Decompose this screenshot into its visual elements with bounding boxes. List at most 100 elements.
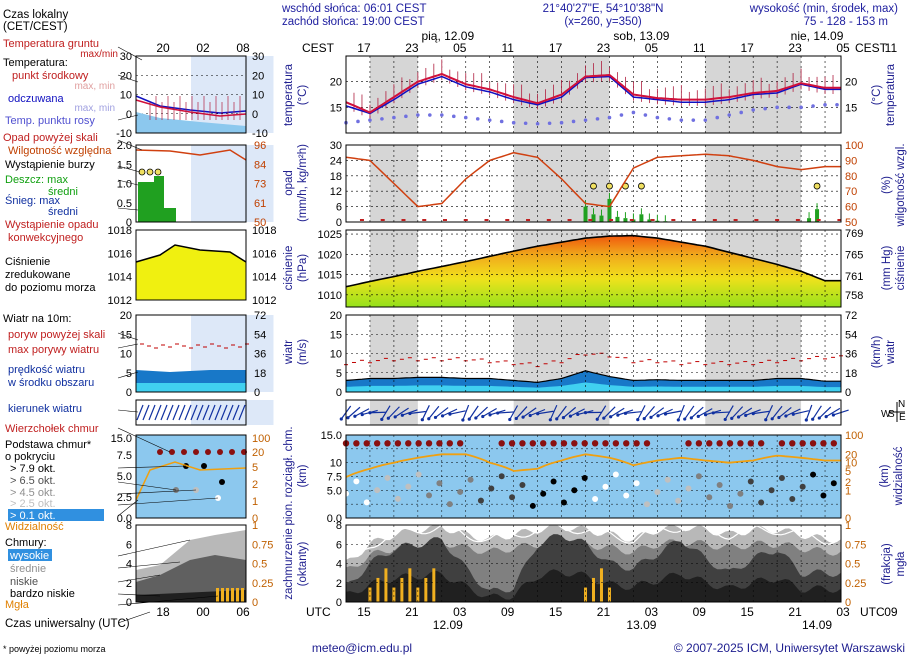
wind-arrow xyxy=(637,405,646,420)
legend-humidity: Wilgotność względna xyxy=(8,145,112,157)
legend-wind-arrow xyxy=(208,404,216,421)
cloud-base-dot xyxy=(540,490,547,497)
utc-tick: 03 xyxy=(645,605,659,619)
legend-pointer xyxy=(117,611,151,624)
visibility-line xyxy=(345,453,841,478)
legend-okt-79: > 7.9 okt. xyxy=(10,463,56,475)
cloud-base-dot xyxy=(654,488,661,495)
dewpoint-dot xyxy=(535,121,540,126)
legend-fog-bar xyxy=(221,588,224,602)
legend-pressure-3: do poziomu morza xyxy=(5,282,96,294)
wind-arrow xyxy=(610,407,625,418)
legend-cloud-top-dot xyxy=(193,449,199,455)
wind-arrow-head xyxy=(561,416,566,420)
cloud-base-dot xyxy=(509,494,516,501)
legend-high: wysokie xyxy=(9,550,49,562)
legend-precip-tick: 0 xyxy=(126,217,132,229)
dewpoint-dot xyxy=(751,108,755,112)
legend-pointer xyxy=(117,574,161,583)
wind-arrow-head xyxy=(616,413,620,417)
cover-ytick: 4 xyxy=(336,559,342,571)
legend-wind-title: Wiatr na 10m: xyxy=(3,313,71,325)
wind-arrow xyxy=(643,405,655,420)
cest-label-left: CEST xyxy=(302,41,335,55)
wind-arrow-head xyxy=(521,415,525,419)
wind-arrow xyxy=(428,405,440,420)
wind-arrow xyxy=(684,405,695,420)
cloud-top-dot xyxy=(623,440,630,447)
legend-visibility-tick: 1 xyxy=(252,496,258,508)
legend-pointer xyxy=(117,481,177,491)
wind-arrow xyxy=(805,404,813,421)
dewpoint-dot xyxy=(643,113,648,117)
wind-arrow-head xyxy=(393,415,397,419)
wind-arrow-head xyxy=(448,412,452,416)
legend-pressure-tick-right: 1018 xyxy=(252,225,276,237)
wind-axis-title: wiatr xyxy=(283,340,295,365)
dewpoint-dot xyxy=(775,105,779,110)
wind-legend-frame xyxy=(135,314,247,393)
humidity-axis-title: wilgotność wzgl. xyxy=(895,143,907,227)
pressure-ytick: 1025 xyxy=(318,229,342,241)
wind-arrow xyxy=(778,406,792,419)
cloud-top-dot xyxy=(726,440,734,447)
wind-arrow-head xyxy=(583,411,588,415)
legend-high-bg xyxy=(8,549,52,561)
legend-storm: Wystąpienie burzy xyxy=(5,159,95,171)
sunrise-text: wschód słońca: 06:01 CEST xyxy=(281,3,426,15)
utc-tick: 21 xyxy=(788,605,802,619)
legend-okt-45: > 4.5 okt. xyxy=(10,487,56,499)
feels-like-line xyxy=(345,75,841,115)
day-label: pią, 12.09 xyxy=(421,29,474,43)
legend-pointer xyxy=(117,139,143,151)
utc-tick: 21 xyxy=(597,605,611,619)
cloud-base-dot xyxy=(436,480,443,487)
cover-ytick: 2 xyxy=(336,578,342,590)
pressure-ytick: 1020 xyxy=(318,249,342,261)
dewpoint-dot xyxy=(715,115,720,120)
cloud-top-dot xyxy=(591,440,599,447)
legend-rain-bar xyxy=(164,208,176,222)
cloud-top-dot xyxy=(799,440,806,447)
cloud-top-dot xyxy=(612,440,620,447)
convective-marker xyxy=(692,219,697,221)
legend-precip-tick: 0.5 xyxy=(117,198,132,210)
precip-bar xyxy=(647,219,652,222)
legend-temperature: Temperatura: xyxy=(3,57,68,69)
cloud-base-dot xyxy=(623,492,630,499)
legend-pressure-line xyxy=(135,244,247,263)
wind-arrow xyxy=(603,406,616,419)
legend-fog-tick: 0.75 xyxy=(252,539,273,551)
wind-arrow-head xyxy=(481,414,485,419)
dewpoint-dot xyxy=(404,114,408,119)
cloud-top-dot xyxy=(685,440,692,447)
legend-wind-arrow xyxy=(166,404,174,421)
wind-arrow-head xyxy=(400,413,404,417)
legend-rain-bar xyxy=(138,182,154,222)
wind-arrow-head xyxy=(339,417,343,421)
utc-tick: 15 xyxy=(357,605,371,619)
legend-cloud-tick: 2.5 xyxy=(117,492,132,504)
cloud-top-dot xyxy=(747,440,754,447)
utc-tick: 03 xyxy=(453,605,467,619)
legend-fog-tick: 0 xyxy=(252,597,258,609)
legend-cloud-top-dot xyxy=(217,449,223,455)
cloud-top-dot xyxy=(425,440,433,447)
legend-rain-bar xyxy=(154,176,164,222)
precip-legend-band xyxy=(191,145,274,222)
dewpoint-dot xyxy=(368,118,372,122)
cover-axis-title: zachmurzenie xyxy=(283,528,295,600)
compass-letter: N xyxy=(898,399,905,410)
local-tick: 11 xyxy=(501,41,514,55)
convective-marker xyxy=(816,219,821,221)
local-tick: 23 xyxy=(788,41,802,55)
legend-cloud-base-dot xyxy=(201,463,207,469)
cloud-top-dot xyxy=(436,440,443,447)
humidity-ytick: 60 xyxy=(845,202,857,214)
cloud-ytick: 15.0 xyxy=(321,430,342,442)
wind-arrow-head xyxy=(514,416,518,421)
local-tick: 23 xyxy=(405,41,419,55)
wind-arrow-head xyxy=(555,417,559,421)
convective-marker xyxy=(505,219,510,221)
visibility-ytick: 20 xyxy=(845,449,857,461)
